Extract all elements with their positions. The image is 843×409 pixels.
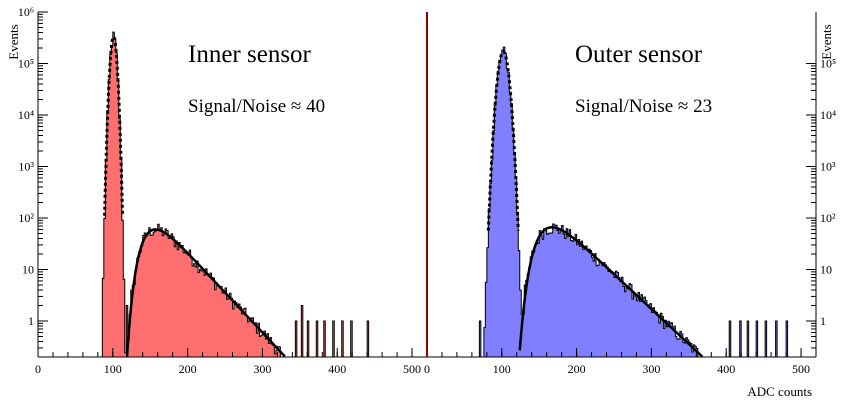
y-tick-label: 10² <box>18 211 34 225</box>
y-tick-label: 10⁵ <box>18 57 34 71</box>
y-axis-title: Events <box>819 24 834 59</box>
x-tick-label: 500 <box>403 362 421 376</box>
panel-title: Outer sensor <box>575 41 703 68</box>
y-tick-label: 10⁴ <box>820 108 836 122</box>
y-tick-label: 10 <box>22 263 34 277</box>
y-tick-label: 10⁵ <box>820 57 836 71</box>
x-tick-label: 400 <box>328 362 346 376</box>
x-tick-label: 500 <box>792 362 810 376</box>
y-tick-label: 10² <box>820 211 836 225</box>
y-tick-label: 1 <box>28 314 34 328</box>
y-tick-label: 10³ <box>820 160 836 174</box>
x-tick-label: 200 <box>179 362 197 376</box>
x-tick-label: 100 <box>493 362 511 376</box>
histogram-outline <box>38 31 427 358</box>
signal-noise-annotation: Signal/Noise ≈ 40 <box>188 96 325 117</box>
x-tick-label: 300 <box>253 362 271 376</box>
x-tick-label: 200 <box>568 362 586 376</box>
inner-sensor-panel: 0 100 200 300 400 500 1 10 10² 10³ 10⁴ 10⁵ 10⁶ Inner … <box>6 5 428 376</box>
pedestal-fit-curve <box>486 50 520 231</box>
signal-fit-curve <box>518 226 704 358</box>
x-tick-label: 400 <box>717 362 735 376</box>
y-tick-label: 1 <box>820 314 826 328</box>
outer-sensor-panel: 0 100 200 300 400 500 1 10 10² 10³ 10⁴ 10⁵ Outer sen… <box>424 12 836 399</box>
y-tick-label: 10⁶ <box>18 5 34 19</box>
y-axis-title: Events <box>6 24 21 59</box>
y-tick-label: 10³ <box>18 160 34 174</box>
x-tick-label: 100 <box>104 362 122 376</box>
x-tick-label: 0 <box>35 362 41 376</box>
y-tick-label: 10 <box>820 263 832 277</box>
x-tick-label: 0 <box>424 362 430 376</box>
signal-fit-curve <box>125 228 286 358</box>
signal-noise-annotation: Signal/Noise ≈ 23 <box>575 96 712 117</box>
y-tick-label: 10⁴ <box>18 108 34 122</box>
x-axis-title: ADC counts <box>747 384 812 399</box>
x-tick-label: 300 <box>642 362 660 376</box>
pedestal-fit-curve <box>103 35 125 216</box>
panel-title: Inner sensor <box>188 41 312 68</box>
